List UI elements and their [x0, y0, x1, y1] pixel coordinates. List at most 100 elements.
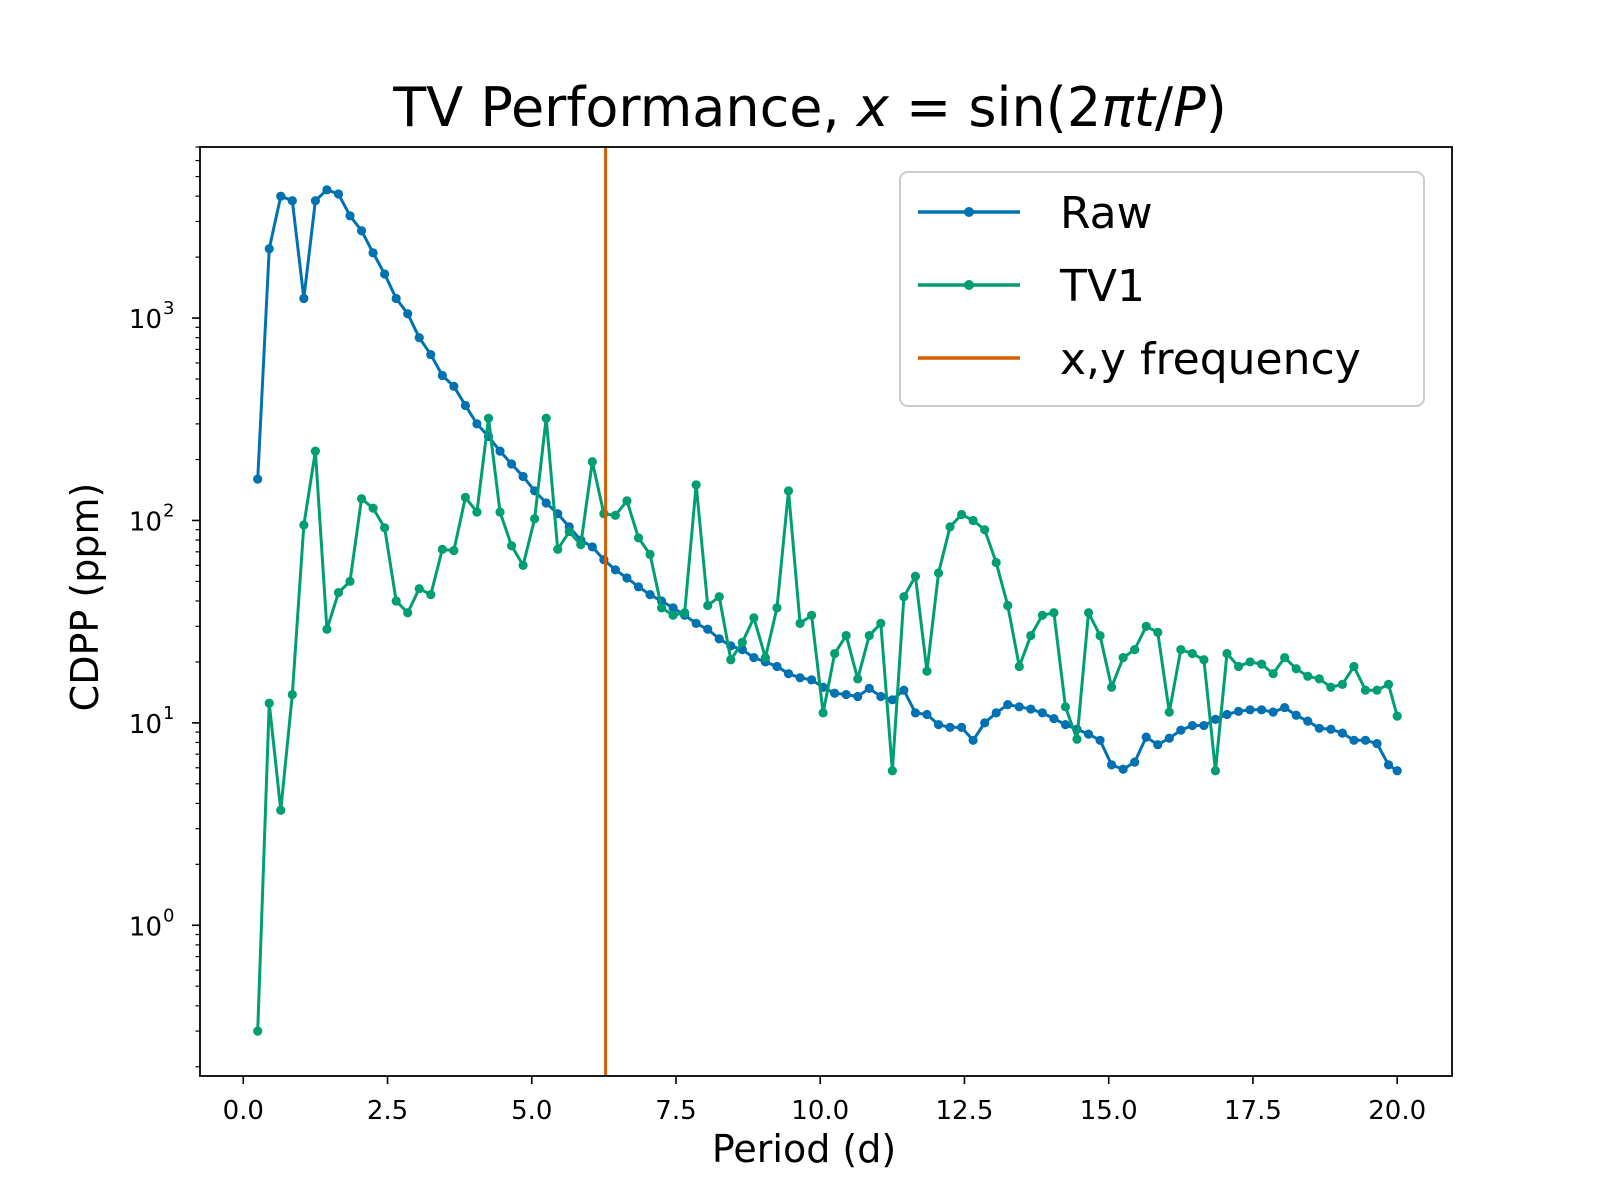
series-point-tv1: [610, 510, 621, 520]
series-point-raw: [1176, 725, 1186, 735]
series-point-raw: [380, 269, 390, 279]
x-tick-label: 17.5: [1224, 1096, 1282, 1126]
legend-tv1-marker: [964, 280, 974, 290]
series-point-raw: [437, 370, 447, 381]
x-tick-label: 0.0: [223, 1096, 264, 1126]
series-point-tv1: [299, 520, 309, 530]
series-point-tv1: [853, 674, 863, 684]
series-point-raw: [460, 400, 470, 411]
series-point-tv1: [356, 494, 367, 504]
series-point-raw: [668, 603, 678, 613]
series-point-tv1: [945, 522, 955, 532]
series-point-tv1: [1060, 702, 1071, 712]
series-point-tv1: [1210, 766, 1221, 776]
series-point-tv1: [1072, 734, 1082, 744]
x-tick-label: 12.5: [936, 1096, 994, 1126]
series-point-tv1: [910, 571, 921, 581]
series-point-tv1: [818, 708, 828, 718]
series-point-raw: [368, 248, 378, 258]
series-point-tv1: [253, 1026, 263, 1036]
series-point-raw: [645, 590, 655, 600]
legend-tv1-label: TV1: [1059, 261, 1145, 312]
series-point-raw: [1314, 723, 1324, 733]
series-point-raw: [1083, 729, 1094, 739]
series-point-raw: [345, 211, 355, 221]
series-point-raw: [830, 688, 840, 698]
legend-box: [899, 171, 1425, 407]
series-point-raw: [276, 191, 286, 201]
series-point-tv1: [1303, 671, 1313, 681]
series-point-raw: [403, 309, 413, 319]
series-point-raw: [1383, 760, 1394, 770]
series-point-raw: [1199, 720, 1209, 731]
series-point-raw: [841, 689, 851, 700]
series-point-raw: [1130, 757, 1140, 767]
series-point-tv1: [968, 515, 978, 526]
series-point-tv1: [645, 549, 655, 559]
series-point-tv1: [1392, 711, 1402, 721]
series-point-tv1: [1349, 661, 1359, 672]
series-point-tv1: [1360, 685, 1371, 695]
series-point-tv1: [541, 413, 551, 423]
series-point-raw: [783, 669, 794, 679]
series-point-tv1: [933, 568, 944, 578]
series-point-tv1: [1314, 674, 1324, 684]
series-point-raw: [1187, 720, 1197, 731]
series-point-raw: [1049, 713, 1059, 724]
series-point-tv1: [1326, 682, 1336, 692]
series-point-tv1: [737, 637, 747, 647]
series-point-tv1: [495, 507, 505, 517]
series-point-tv1: [1106, 682, 1117, 692]
series-point-raw: [587, 542, 597, 552]
series-point-tv1: [1268, 669, 1278, 679]
series-point-raw: [1037, 708, 1047, 718]
series-point-tv1: [449, 545, 459, 556]
series-point-tv1: [1095, 630, 1105, 641]
series-point-tv1: [703, 600, 713, 611]
series-point-tv1: [333, 588, 344, 598]
series-point-tv1: [1118, 653, 1128, 663]
series-point-tv1: [1037, 610, 1047, 620]
series-point-tv1: [956, 509, 967, 520]
series-point-tv1: [426, 590, 436, 600]
series-point-tv1: [899, 592, 909, 602]
series-point-raw: [1303, 716, 1313, 726]
series-point-tv1: [345, 576, 355, 586]
series-point-tv1: [518, 560, 528, 570]
series-point-raw: [772, 661, 782, 672]
series-point-raw: [426, 349, 436, 360]
series-point-raw: [1326, 724, 1336, 734]
series-point-raw: [991, 708, 1001, 718]
series-point-raw: [518, 471, 528, 482]
series-point-tv1: [783, 486, 794, 496]
series-point-tv1: [310, 446, 320, 456]
series-point-raw: [506, 459, 517, 469]
series-point-tv1: [841, 630, 851, 641]
series-point-raw: [1222, 709, 1232, 720]
chart-title: TV Performance, x = sin(2πt/P): [392, 76, 1227, 139]
series-point-tv1: [1164, 707, 1174, 717]
series-point-tv1: [380, 523, 390, 533]
series-point-tv1: [991, 557, 1001, 568]
series-point-tv1: [368, 503, 378, 513]
series-point-raw: [795, 673, 805, 683]
series-point-tv1: [806, 610, 817, 620]
y-tick-label: 10: [129, 507, 162, 537]
series-point-raw: [922, 709, 932, 720]
series-point-raw: [633, 582, 644, 592]
series-point-raw: [714, 634, 724, 644]
series-point-tv1: [864, 630, 874, 641]
y-tick-exponent: 1: [163, 703, 174, 724]
y-tick-exponent: 2: [163, 500, 174, 521]
series-point-tv1: [553, 544, 563, 554]
series-point-tv1: [587, 457, 597, 467]
series-point-raw: [253, 474, 263, 484]
series-point-tv1: [1199, 655, 1209, 665]
series-point-tv1: [1280, 653, 1290, 663]
series-point-tv1: [287, 689, 297, 700]
series-point-tv1: [1233, 661, 1244, 672]
series-point-tv1: [414, 584, 424, 594]
axes-frame: [199, 146, 1453, 1077]
